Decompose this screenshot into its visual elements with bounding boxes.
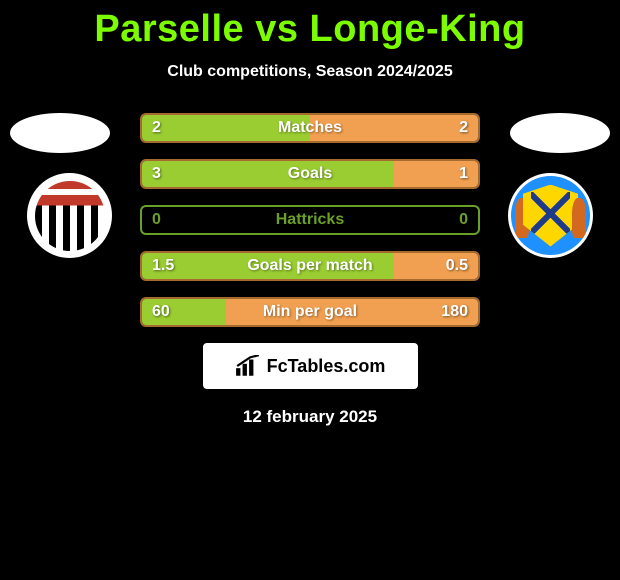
subtitle: Club competitions, Season 2024/2025 [0,63,620,81]
chart-icon [235,355,261,377]
branding-text: FcTables.com [267,356,386,377]
branding-badge: FcTables.com [203,343,418,389]
comparison-area: 22Matches 31Goals 00Hattricks 1.50.5Goals p… [0,113,620,327]
stat-label: Hattricks [142,207,478,233]
stat-label: Goals per match [142,253,478,279]
page-title: Parselle vs Longe-King [0,0,620,51]
stat-label: Matches [142,115,478,141]
left-team-ellipse [10,113,110,153]
stat-row: 60180Min per goal [140,297,480,327]
stat-label: Min per goal [142,299,478,325]
stat-row: 22Matches [140,113,480,143]
left-team-crest [27,173,112,258]
right-team-crest [508,173,593,258]
stat-row: 1.50.5Goals per match [140,251,480,281]
date-text: 12 february 2025 [0,407,620,427]
right-team-ellipse [510,113,610,153]
stat-bars: 22Matches 31Goals 00Hattricks 1.50.5Goals p… [140,113,480,327]
stat-label: Goals [142,161,478,187]
stat-row: 31Goals [140,159,480,189]
stat-row: 00Hattricks [140,205,480,235]
